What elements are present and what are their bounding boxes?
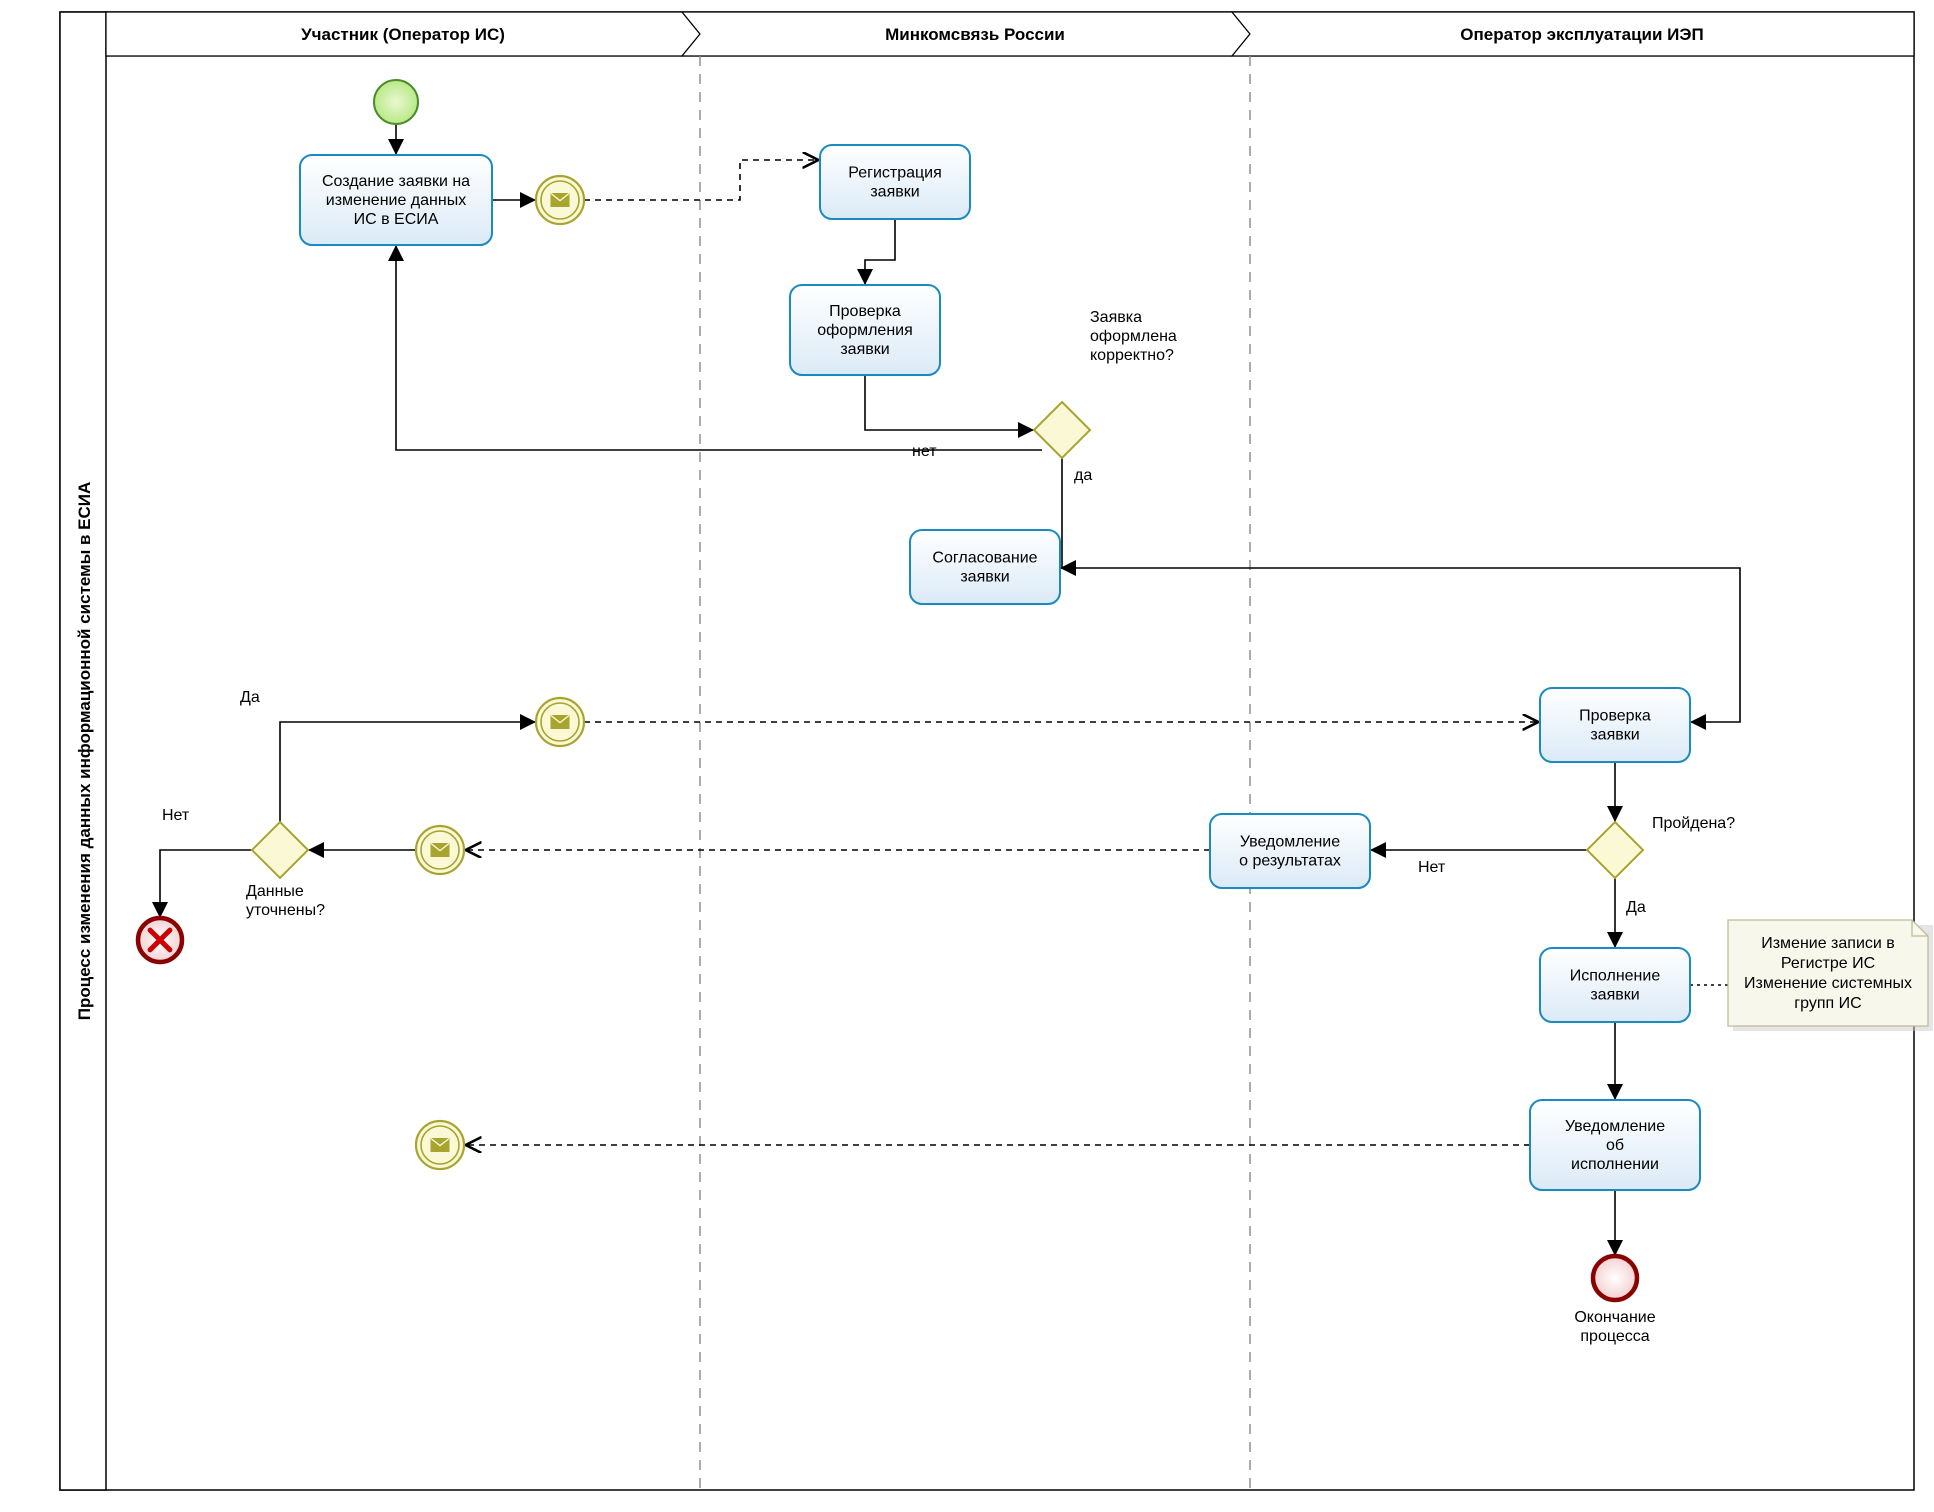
svg-text:заявки: заявки bbox=[840, 341, 889, 358]
svg-text:Регистре ИС: Регистре ИС bbox=[1781, 955, 1875, 972]
task-exec: Исполнение заявки bbox=[1540, 948, 1690, 1022]
svg-text:Заявка: Заявка bbox=[1090, 309, 1142, 326]
edge-label: Нет bbox=[1418, 859, 1446, 876]
svg-text:Уведомление: Уведомление bbox=[1240, 834, 1340, 851]
gateway-clarified: Данные уточнены? bbox=[246, 822, 325, 919]
svg-text:оформления: оформления bbox=[817, 322, 913, 339]
edge bbox=[584, 160, 820, 200]
edge-label: Да bbox=[1626, 899, 1646, 916]
svg-text:исполнении: исполнении bbox=[1571, 1156, 1659, 1173]
svg-text:Проверка: Проверка bbox=[1579, 708, 1651, 725]
gateway-correct: Заявка оформлена корректно? bbox=[1034, 309, 1177, 458]
svg-text:заявки: заявки bbox=[1590, 987, 1639, 1004]
task-reg: Регистрация заявки bbox=[820, 145, 970, 219]
svg-text:оформлена: оформлена bbox=[1090, 328, 1177, 345]
bpmn-diagram: Процесс изменения данных информационной … bbox=[0, 0, 1934, 1512]
end-event bbox=[1593, 1256, 1637, 1300]
svg-text:заявки: заявки bbox=[870, 184, 919, 201]
svg-text:Создание заявки на: Создание заявки на bbox=[322, 173, 470, 190]
svg-text:Исполнение: Исполнение bbox=[1570, 968, 1661, 985]
svg-text:заявки: заявки bbox=[1590, 727, 1639, 744]
task-approve: Согласование заявки bbox=[910, 530, 1060, 604]
lane-label: Участник (Оператор ИС) bbox=[301, 25, 505, 44]
message-event-4 bbox=[416, 1121, 464, 1169]
message-event-2 bbox=[536, 698, 584, 746]
svg-text:Согласование: Согласование bbox=[932, 550, 1037, 567]
edge bbox=[396, 245, 1042, 450]
pool-title: Процесс изменения данных информационной … bbox=[75, 482, 94, 1021]
edge bbox=[160, 850, 252, 918]
svg-text:ИС в ЕСИА: ИС в ЕСИА bbox=[354, 211, 439, 228]
svg-text:Регистрация: Регистрация bbox=[848, 165, 942, 182]
task-notify: Уведомление о результатах bbox=[1210, 814, 1370, 888]
message-event-3 bbox=[416, 826, 464, 874]
edge bbox=[865, 219, 895, 285]
svg-text:корректно?: корректно? bbox=[1090, 347, 1174, 364]
svg-text:Изменение системных: Изменение системных bbox=[1744, 975, 1912, 992]
annotation-note: Измение записи в Регистре ИС Изменение сис… bbox=[1728, 920, 1933, 1031]
svg-text:заявки: заявки bbox=[960, 569, 1009, 586]
terminate-event bbox=[138, 918, 182, 962]
svg-text:групп ИС: групп ИС bbox=[1794, 995, 1861, 1012]
svg-text:о результатах: о результатах bbox=[1239, 853, 1341, 870]
lane-label: Оператор эксплуатации ИЭП bbox=[1460, 25, 1703, 44]
task-check: Проверка оформления заявки bbox=[790, 285, 940, 375]
svg-text:изменение данных: изменение данных bbox=[326, 192, 466, 209]
end-label: процесса bbox=[1580, 1328, 1649, 1345]
task-notify2: Уведомление об исполнении bbox=[1530, 1100, 1700, 1190]
svg-text:Измение записи в: Измение записи в bbox=[1761, 935, 1895, 952]
edge-label: нет bbox=[912, 443, 937, 460]
edge bbox=[865, 375, 1034, 430]
edge-label: Нет bbox=[162, 807, 190, 824]
task-create: Создание заявки на изменение данных ИС в Е… bbox=[300, 155, 492, 245]
edge-label: Да bbox=[240, 689, 260, 706]
end-label: Окончание bbox=[1574, 1309, 1655, 1326]
task-verify: Проверка заявки bbox=[1540, 688, 1690, 762]
message-event-1 bbox=[536, 176, 584, 224]
gateway-passed: Пройдена? bbox=[1587, 815, 1735, 878]
edge-label: да bbox=[1074, 467, 1092, 484]
lane-label: Минкомсвязь России bbox=[885, 25, 1065, 44]
svg-text:Пройдена?: Пройдена? bbox=[1652, 815, 1735, 832]
start-event bbox=[374, 80, 418, 124]
svg-text:уточнены?: уточнены? bbox=[246, 902, 325, 919]
svg-text:Проверка: Проверка bbox=[829, 303, 901, 320]
edge bbox=[280, 722, 536, 822]
svg-text:Данные: Данные bbox=[246, 883, 304, 900]
svg-text:об: об bbox=[1606, 1137, 1624, 1154]
svg-text:Уведомление: Уведомление bbox=[1565, 1118, 1665, 1135]
